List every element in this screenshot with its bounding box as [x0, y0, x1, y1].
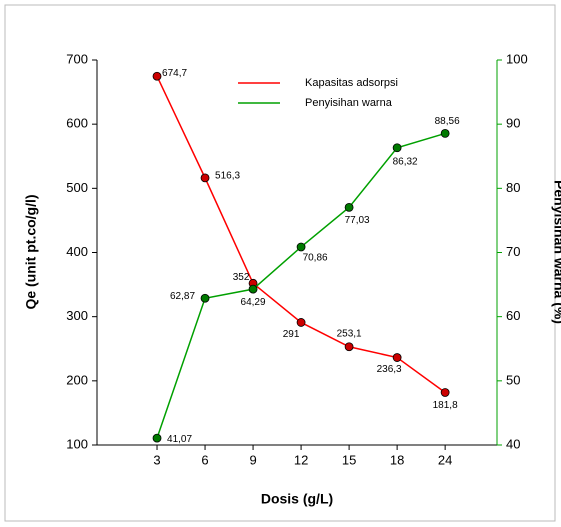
- line: [156, 75, 446, 394]
- x-tick-label: 24: [438, 452, 452, 467]
- legend-label: Penyisihan warna: [305, 97, 393, 109]
- data-label: 516,3: [215, 171, 240, 182]
- x-tick-label: 18: [390, 452, 404, 467]
- data-label: 352: [233, 272, 250, 283]
- data-label: 62,87: [170, 291, 195, 302]
- data-label: 86,32: [393, 156, 418, 167]
- y2-tick-label: 80: [506, 180, 520, 195]
- marker: [200, 293, 210, 303]
- marker: [344, 202, 354, 212]
- marker: [296, 242, 306, 252]
- data-label: 674,7: [162, 68, 187, 79]
- data-label: 236,3: [377, 364, 402, 375]
- y-axis-title: Qe (unit pt.co/g/l): [23, 194, 39, 309]
- data-label: 88,56: [435, 116, 460, 127]
- legend-label: Kapasitas adsorpsi: [305, 77, 398, 89]
- y-tick-label: 700: [66, 51, 88, 66]
- data-label: 70,86: [303, 253, 328, 264]
- data-label: 291: [283, 329, 300, 340]
- y2-tick-label: 50: [506, 372, 520, 387]
- frame: [4, 4, 556, 522]
- marker: [344, 342, 354, 352]
- x-tick-label: 12: [294, 452, 308, 467]
- y2-tick-label: 70: [506, 244, 520, 259]
- data-label: 253,1: [337, 328, 362, 339]
- data-label: 181,8: [433, 400, 458, 411]
- y-tick-label: 500: [66, 180, 88, 195]
- x-tick-label: 9: [249, 452, 256, 467]
- marker: [152, 433, 162, 443]
- marker: [440, 388, 450, 397]
- data-label: 77,03: [345, 215, 370, 226]
- line: [156, 132, 446, 439]
- marker: [296, 318, 306, 327]
- y-tick-label: 400: [66, 244, 88, 259]
- y-tick-label: 300: [66, 308, 88, 323]
- y2-tick-label: 60: [506, 308, 520, 323]
- marker: [152, 71, 162, 81]
- marker: [392, 143, 402, 153]
- marker: [248, 284, 258, 294]
- y2-tick-label: 40: [506, 436, 520, 451]
- y-tick-label: 100: [66, 436, 88, 451]
- x-tick-label: 3: [153, 452, 160, 467]
- marker: [200, 173, 210, 183]
- x-tick-label: 15: [342, 452, 356, 467]
- y2-tick-label: 90: [506, 116, 520, 131]
- marker: [440, 129, 450, 138]
- data-label: 41,07: [167, 434, 192, 445]
- y-tick-label: 200: [66, 372, 88, 387]
- x-tick-label: 6: [201, 452, 208, 467]
- marker: [392, 353, 402, 362]
- data-label: 64,29: [241, 297, 266, 308]
- y2-axis-title: Penyisihan warna (%): [551, 180, 561, 324]
- y2-tick-label: 100: [506, 51, 528, 66]
- y-tick-label: 600: [66, 116, 88, 131]
- x-axis-title: Dosis (g/L): [261, 491, 333, 507]
